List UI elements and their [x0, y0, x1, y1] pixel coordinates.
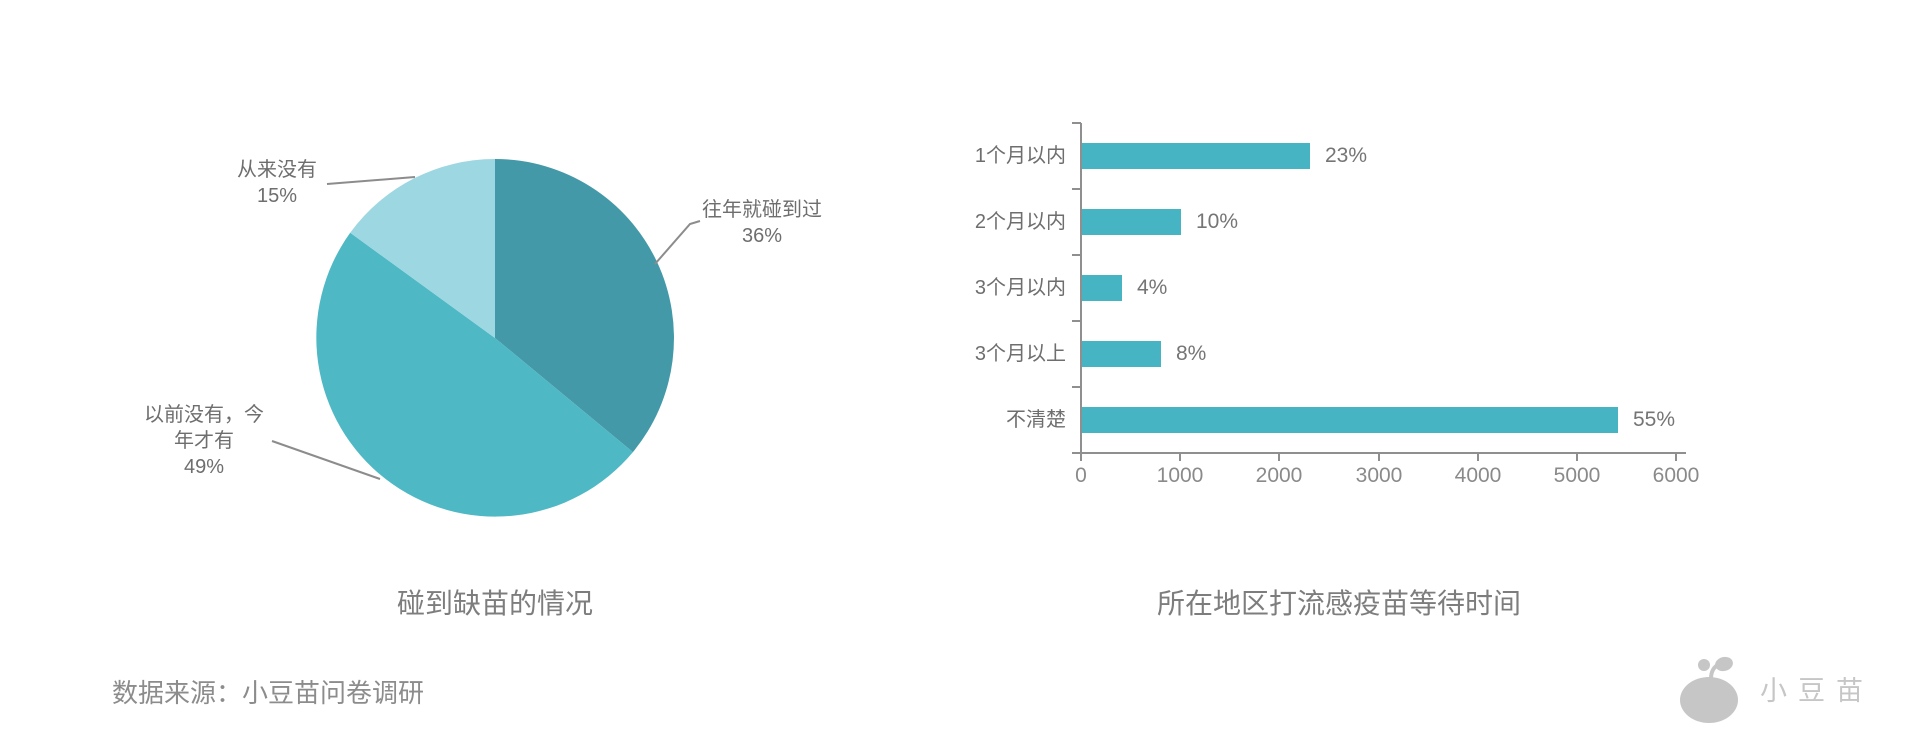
y-axis-tick-2: [1072, 254, 1081, 256]
bar-y-axis: [1080, 123, 1082, 454]
bar-value-label-4: 55%: [1633, 408, 1676, 431]
pie-slice-2: [350, 159, 495, 338]
bar-3: [1082, 341, 1161, 367]
x-axis-tick-2: [1278, 454, 1280, 461]
pie-label-this-year-value: 49%: [183, 456, 225, 478]
pie-label-this-year-text2: 年才有: [174, 430, 234, 452]
x-axis-tick-label-0: 0: [1075, 464, 1087, 487]
source-note: 数据来源：小豆苗问卷调研: [112, 678, 425, 708]
y-axis-tick-bottom: [1072, 452, 1081, 454]
bar-category-label-1: 2个月以内: [974, 211, 1066, 233]
y-axis-tick-1: [1072, 188, 1081, 190]
bar-value-label-3: 8%: [1176, 342, 1207, 365]
x-axis-tick-label-4: 4000: [1454, 464, 1502, 487]
bar-2: [1082, 275, 1122, 301]
pie-label-never-value: 15%: [256, 185, 298, 207]
x-axis-tick-5: [1576, 454, 1578, 461]
bar-value-label-2: 4%: [1137, 276, 1168, 299]
bar-category-label-0: 1个月以内: [974, 145, 1066, 167]
leader-line-prev-years: [654, 220, 701, 265]
bar-category-label-2: 3个月以内: [974, 277, 1066, 299]
brand-logo-text: 小豆苗: [1760, 675, 1874, 706]
x-axis-tick-label-6: 6000: [1652, 464, 1700, 487]
bar-category-label-3: 3个月以上: [974, 343, 1066, 365]
bar-value-label-1: 10%: [1196, 210, 1239, 233]
pie-chart-title: 碰到缺苗的情况: [396, 588, 593, 619]
x-axis-tick-6: [1675, 454, 1677, 461]
x-axis-tick-label-5: 5000: [1553, 464, 1601, 487]
pie-label-this-year-text1: 以前没有，今: [144, 404, 264, 426]
bar-x-axis: [1080, 452, 1686, 454]
bar-4: [1082, 407, 1618, 433]
x-axis-tick-3: [1378, 454, 1380, 461]
leader-line-never: [326, 176, 416, 185]
x-axis-tick-label-1: 1000: [1156, 464, 1204, 487]
pie-label-never: 从来没有 15%: [187, 157, 367, 209]
x-axis-tick-label-3: 3000: [1355, 464, 1403, 487]
x-axis-tick-label-2: 2000: [1255, 464, 1303, 487]
y-axis-tick-4: [1072, 386, 1081, 388]
x-axis-tick-0: [1080, 454, 1082, 461]
x-axis-tick-4: [1477, 454, 1479, 461]
brand-logo: 小豆苗: [1678, 648, 1898, 728]
pie-label-prev-years-value: 36%: [741, 225, 783, 247]
leader-line-this-year: [271, 440, 381, 480]
bar-value-label-0: 23%: [1325, 144, 1368, 167]
bar-chart-title: 所在地区打流感疫苗等待时间: [1156, 588, 1521, 619]
bar-0: [1082, 143, 1310, 169]
pie-chart: [316, 159, 674, 517]
pie-label-this-year: 以前没有，今 年才有 49%: [114, 402, 294, 480]
sprout-bean-icon: [1680, 656, 1738, 723]
x-axis-tick-1: [1179, 454, 1181, 461]
pie-label-never-text: 从来没有: [237, 159, 317, 181]
pie-label-prev-years-text: 往年就碰到过: [702, 199, 822, 221]
pie-slice-1: [316, 232, 633, 517]
bar-category-label-4: 不清楚: [1006, 409, 1066, 431]
y-axis-tick-3: [1072, 320, 1081, 322]
pie-label-prev-years: 往年就碰到过 36%: [682, 197, 842, 249]
bar-1: [1082, 209, 1181, 235]
pie-leader-lines: [271, 176, 701, 480]
y-axis-tick-0: [1072, 122, 1081, 124]
pie-slice-0: [495, 159, 674, 453]
